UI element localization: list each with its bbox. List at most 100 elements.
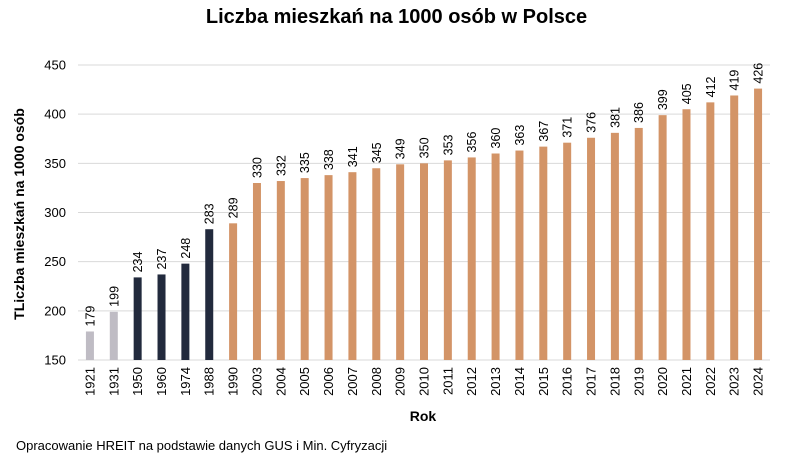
x-tick-label: 2017 bbox=[584, 367, 599, 396]
x-tick-label: 2011 bbox=[440, 367, 455, 395]
data-label: 332 bbox=[274, 155, 288, 176]
x-tick-label: 2009 bbox=[393, 367, 408, 396]
y-tick-label: 400 bbox=[44, 107, 66, 122]
x-tick-label: 2012 bbox=[464, 367, 479, 396]
bar-2010 bbox=[420, 163, 428, 360]
bar-2015 bbox=[539, 146, 548, 360]
bar-2008 bbox=[372, 168, 381, 360]
y-tick-label: 250 bbox=[44, 254, 66, 269]
data-label: 338 bbox=[322, 149, 336, 170]
data-label: 363 bbox=[513, 125, 527, 146]
y-axis-ticks: 150 200 250 300 350 400 450 bbox=[44, 58, 66, 368]
data-label: 419 bbox=[728, 70, 742, 91]
bar-2012 bbox=[467, 157, 476, 360]
bar-2003 bbox=[252, 183, 261, 360]
bar-2017 bbox=[587, 137, 596, 360]
x-tick-label: 2007 bbox=[345, 367, 360, 396]
x-tick-label: 2003 bbox=[249, 367, 264, 396]
chart-title: Liczba mieszkań na 1000 osób w Polsce bbox=[205, 6, 588, 28]
x-tick-label: 2013 bbox=[488, 367, 503, 396]
x-tick-label: 2019 bbox=[631, 367, 646, 396]
data-label: 353 bbox=[441, 134, 455, 155]
x-tick-label: 1988 bbox=[202, 367, 217, 396]
bar-2024 bbox=[754, 88, 763, 360]
data-label: 234 bbox=[131, 251, 145, 272]
x-tick-label: 2010 bbox=[417, 367, 432, 396]
data-label: 237 bbox=[155, 249, 169, 270]
bar-2023 bbox=[730, 95, 739, 360]
bar-2014 bbox=[515, 150, 524, 360]
bars bbox=[85, 88, 763, 361]
bar-2005 bbox=[300, 178, 309, 360]
x-tick-label: 2024 bbox=[751, 367, 766, 396]
y-axis-title: TLiczba mieszkań na 1000 osób bbox=[11, 108, 27, 320]
y-tick-label: 200 bbox=[44, 303, 66, 318]
bar-2022 bbox=[706, 102, 715, 360]
x-tick-label: 1931 bbox=[106, 367, 121, 396]
data-label: 376 bbox=[585, 112, 599, 133]
data-label: 405 bbox=[680, 83, 694, 104]
bar-1990 bbox=[229, 223, 238, 360]
x-tick-label: 2018 bbox=[607, 367, 622, 396]
bar-2011 bbox=[443, 160, 452, 360]
source-note: Opracowanie HREIT na podstawie danych GU… bbox=[16, 438, 388, 453]
x-tick-label: 1950 bbox=[130, 367, 145, 396]
bar-2016 bbox=[563, 142, 572, 360]
x-tick-label: 2004 bbox=[273, 367, 288, 396]
x-tick-label: 2020 bbox=[655, 367, 670, 396]
x-tick-label: 2008 bbox=[369, 367, 384, 396]
data-label: 371 bbox=[561, 117, 575, 138]
data-label: 283 bbox=[203, 203, 217, 224]
bar-1950 bbox=[133, 277, 142, 360]
data-label: 399 bbox=[656, 89, 670, 110]
y-tick-label: 350 bbox=[44, 156, 66, 171]
data-label: 412 bbox=[704, 76, 718, 97]
x-axis-title: Rok bbox=[410, 408, 437, 424]
bar-2007 bbox=[348, 172, 357, 360]
bar-2019 bbox=[634, 127, 643, 360]
bar-2018 bbox=[610, 132, 619, 360]
bar-2013 bbox=[491, 153, 500, 360]
bar-2020 bbox=[658, 115, 667, 361]
x-tick-label: 2021 bbox=[679, 367, 694, 396]
y-tick-label: 300 bbox=[44, 205, 66, 220]
x-tick-label: 2014 bbox=[512, 367, 527, 396]
data-label: 179 bbox=[83, 306, 97, 327]
data-label: 349 bbox=[394, 138, 408, 159]
data-label: 248 bbox=[179, 238, 193, 259]
data-label: 335 bbox=[298, 152, 312, 173]
data-label: 426 bbox=[752, 63, 766, 84]
bar-1931 bbox=[109, 311, 118, 360]
data-label: 386 bbox=[632, 102, 646, 123]
bar-1974 bbox=[181, 263, 190, 360]
data-label: 341 bbox=[346, 146, 360, 167]
data-label: 330 bbox=[250, 157, 264, 178]
bar-1988 bbox=[205, 229, 214, 360]
bar-1960 bbox=[157, 274, 166, 360]
x-tick-label: 2016 bbox=[560, 367, 575, 396]
data-label: 345 bbox=[370, 142, 384, 163]
data-label: 350 bbox=[418, 137, 432, 158]
data-label: 199 bbox=[107, 286, 121, 307]
data-label: 289 bbox=[227, 197, 241, 218]
data-label: 381 bbox=[608, 107, 622, 128]
x-tick-label: 2022 bbox=[703, 367, 718, 396]
x-tick-label: 1960 bbox=[154, 367, 169, 396]
x-tick-label: 2023 bbox=[727, 367, 742, 396]
x-tick-label: 1974 bbox=[178, 367, 193, 396]
bar-2009 bbox=[396, 164, 405, 360]
x-tick-label: 2006 bbox=[321, 367, 336, 396]
y-tick-label: 150 bbox=[44, 353, 66, 368]
data-labels: 179 199 234 237 248 283 289 330 332 335 338 341 345 3… bbox=[83, 63, 765, 327]
bar-2004 bbox=[276, 181, 285, 360]
x-tick-label: 1990 bbox=[226, 367, 241, 396]
data-label: 356 bbox=[465, 132, 479, 153]
y-tick-label: 450 bbox=[44, 58, 66, 73]
bar-1921 bbox=[85, 331, 94, 360]
x-tick-label: 2005 bbox=[297, 367, 312, 396]
data-label: 367 bbox=[537, 121, 551, 142]
data-label: 360 bbox=[489, 128, 503, 149]
bar-2006 bbox=[324, 175, 333, 360]
x-tick-label: 1921 bbox=[82, 367, 97, 396]
